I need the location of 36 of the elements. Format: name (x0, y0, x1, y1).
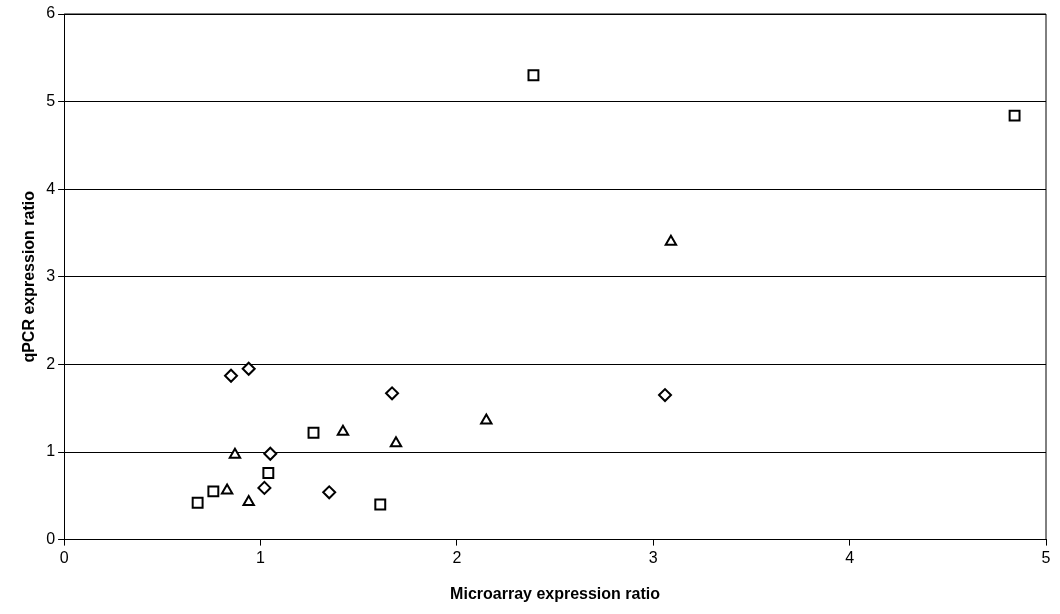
point (228, 447, 242, 459)
y-tick-label: 4 (46, 179, 56, 197)
x-tick-label: 2 (452, 548, 462, 566)
point (1008, 109, 1021, 122)
x-tick-label: 4 (845, 548, 855, 566)
point (224, 368, 239, 383)
y-axis-title: qPCR expression ratio (20, 190, 38, 363)
point (385, 386, 400, 401)
point (242, 494, 255, 506)
y-tick-label: 5 (46, 92, 56, 110)
point (664, 234, 678, 246)
y-tick-label: 6 (46, 4, 56, 22)
point (257, 480, 272, 495)
x-tick-label: 0 (59, 548, 69, 566)
point (322, 485, 337, 500)
point (527, 69, 540, 82)
point (220, 483, 234, 495)
point (336, 424, 350, 436)
y-tick-label: 3 (46, 267, 56, 285)
point (191, 496, 204, 509)
point (262, 467, 275, 479)
point (658, 388, 673, 403)
y-tick-label: 1 (46, 442, 56, 460)
point (480, 413, 493, 425)
x-tick-label: 1 (256, 548, 266, 566)
x-tick-label: 5 (1041, 548, 1051, 566)
point (263, 446, 278, 461)
x-axis-title: Microarray expression ratio (450, 584, 661, 602)
point (374, 498, 387, 511)
point (241, 361, 256, 376)
x-tick-label: 3 (648, 548, 658, 566)
y-tick-label: 0 (46, 530, 56, 548)
point (207, 485, 220, 498)
point (389, 436, 403, 448)
y-tick-label: 2 (46, 354, 56, 372)
point (307, 426, 320, 439)
